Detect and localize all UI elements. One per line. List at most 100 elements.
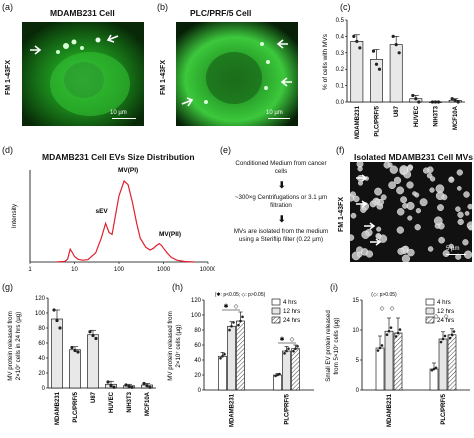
- vesicle: [468, 225, 472, 231]
- x-tick-label: 100: [114, 267, 125, 273]
- y-tick-label: 0: [356, 388, 360, 394]
- x-tick-label: PLC/PRF/5: [375, 105, 381, 136]
- vesicle: [375, 233, 382, 239]
- vesicle: [402, 203, 408, 209]
- bar-mdamb231: [51, 318, 63, 389]
- vesicle: [396, 226, 404, 234]
- vesicle: [396, 208, 405, 216]
- x-tick-label: HUVEC: [414, 105, 420, 127]
- vesicle: [353, 195, 360, 203]
- x-tick-label: MDAMB231: [230, 393, 236, 427]
- vesicle: [448, 243, 454, 249]
- significance-legend: (◇: p>0.05): [371, 292, 397, 298]
- bar-24hrs-0: [393, 332, 403, 391]
- y-tick-label: 100: [191, 313, 202, 319]
- data-point: [352, 34, 356, 39]
- data-point: [450, 333, 454, 337]
- bar-24hrs-1: [291, 348, 300, 391]
- data-point: [377, 67, 382, 71]
- sig-marker: ◇: [390, 306, 395, 312]
- data-point: [355, 39, 359, 43]
- vesicle: [350, 212, 357, 219]
- data-point: [142, 381, 146, 386]
- sig-marker: ◇: [290, 337, 295, 343]
- vesicle: [393, 176, 402, 185]
- size-distribution-curve: [56, 179, 195, 263]
- x-tick-label: MCF10A: [453, 105, 459, 130]
- data-point: [148, 385, 152, 389]
- vesicle: [406, 181, 414, 189]
- x-tick-label: MDAMB231: [355, 105, 361, 139]
- data-point: [292, 349, 295, 353]
- vesicle: [399, 165, 409, 174]
- vesicle: [457, 218, 464, 226]
- data-point: [439, 340, 443, 344]
- vesicle: [357, 166, 363, 172]
- data-point: [230, 324, 233, 328]
- chart-i: 0 5 10 15 MDAMB231 PLC/PRF/5 4 hrs 12 hrs 24 hrs…: [325, 292, 470, 427]
- y-tick-label: 0.0: [336, 100, 345, 106]
- vesicle: [426, 172, 433, 179]
- micrograph-a-image: [22, 22, 144, 126]
- y-tick-label: 0.4: [336, 34, 345, 40]
- arrow-icon: [364, 222, 376, 230]
- vesicle: [455, 206, 461, 212]
- x-tick-label: U87: [91, 391, 97, 403]
- vesicle: [388, 181, 396, 190]
- data-point: [396, 331, 400, 335]
- data-point: [450, 97, 454, 101]
- y-tick-label: 40: [194, 358, 201, 364]
- y-tick-label: 15: [352, 298, 359, 304]
- y-tick-label: 40: [38, 356, 45, 362]
- data-point: [241, 315, 244, 319]
- data-point: [91, 333, 95, 338]
- panel-a-stain-label: FM 1-43FX: [5, 59, 12, 95]
- chart-d: 1 10 100 1000 10000 Intensity MV(PI) sEV MV(PII): [11, 167, 215, 273]
- data-point: [145, 384, 149, 388]
- data-point: [228, 328, 231, 332]
- x-tick-label: 10000: [200, 267, 215, 273]
- bar-4hrs-1: [429, 368, 439, 391]
- y-tick-label: 5: [356, 358, 360, 364]
- data-point: [237, 323, 240, 327]
- panel-b-label: (b): [157, 2, 168, 12]
- y-tick-label: 120: [35, 296, 46, 302]
- y-tick-label: 60: [194, 343, 201, 349]
- x-tick-label: HUVEC: [109, 391, 115, 413]
- vesicle: [387, 162, 393, 168]
- vesicle: [412, 191, 417, 196]
- vesicle: [357, 180, 364, 186]
- bar-12hrs-0: [384, 330, 394, 391]
- panel-d-label: (d): [2, 145, 13, 155]
- scale-text-a: 10 µm: [110, 110, 127, 116]
- x-tick-label: NIH3T3: [127, 391, 133, 412]
- scale-text-b: 10 µm: [266, 110, 283, 116]
- data-point: [88, 330, 92, 334]
- panel-e-label: (e): [220, 145, 231, 155]
- legend-swatch: [271, 316, 281, 324]
- legend-label: 4 hrs: [283, 299, 297, 306]
- panel-h-label: (h): [172, 282, 183, 292]
- vesicle: [360, 206, 367, 213]
- y-tick-label: 120: [191, 298, 202, 304]
- y-axis-label-line1: MV protein released from: [167, 311, 174, 380]
- data-point: [221, 354, 224, 358]
- vesicle: [464, 211, 470, 216]
- flow-step-2: ~300×g Centrifugations or 3.1 µm filtrat…: [234, 194, 328, 209]
- data-point: [448, 336, 452, 340]
- data-point: [453, 98, 457, 102]
- sig-marker: ✱: [279, 336, 284, 343]
- sig-marker: ✱: [223, 303, 228, 310]
- data-point: [287, 347, 290, 350]
- flow-step-1: Conditioned Medium from cancer cells: [235, 160, 327, 175]
- panel-g-label: (g): [2, 282, 13, 292]
- vesicle: [438, 236, 445, 244]
- vesicle: [429, 187, 435, 193]
- legend-swatch: [425, 298, 435, 306]
- legend-swatch: [271, 298, 281, 306]
- data-point: [73, 348, 77, 353]
- panel-d-title: MDAMB231 Cell EVs Size Distribution: [42, 152, 195, 162]
- panel-f-label: (f): [336, 145, 345, 155]
- panel-b-stain-label: FM 1-43FX: [160, 59, 167, 95]
- data-point: [274, 374, 277, 378]
